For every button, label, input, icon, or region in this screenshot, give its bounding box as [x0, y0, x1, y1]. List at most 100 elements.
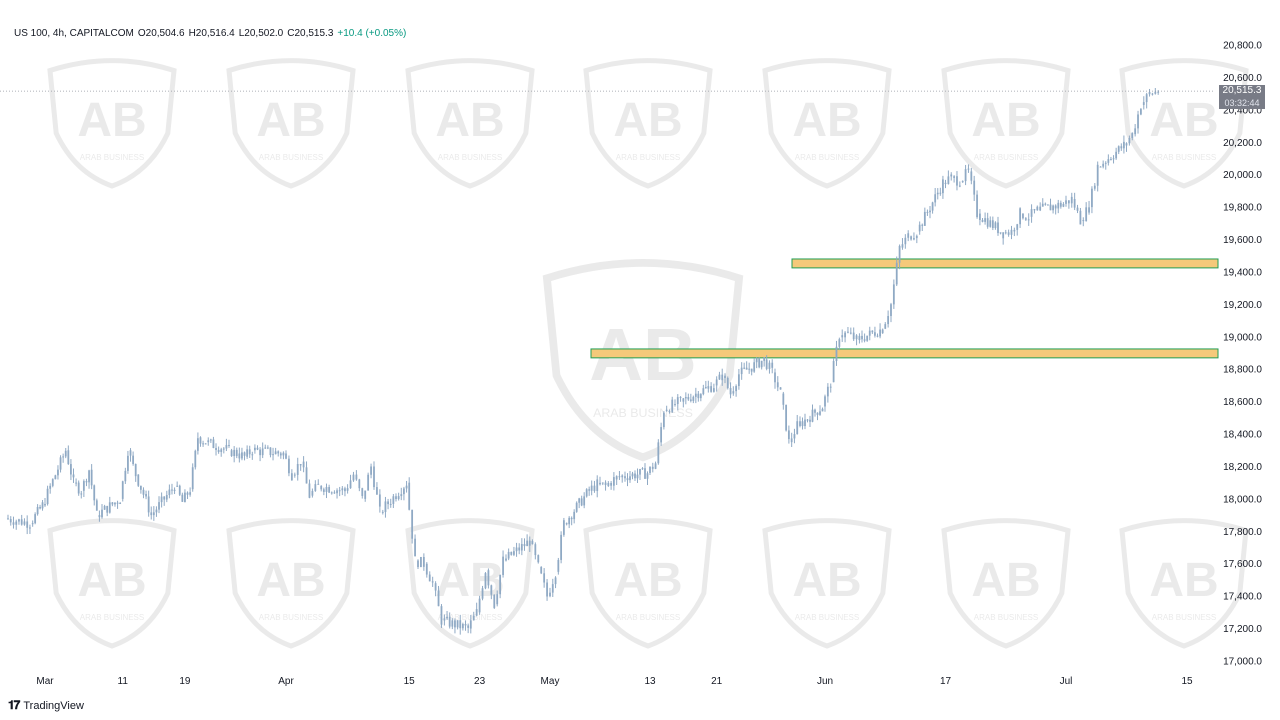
- watermark-bottom-3: AB ARAB BUSINESS: [583, 518, 713, 649]
- y-tick-label: 19,200.0: [1223, 300, 1262, 311]
- candle-body: [816, 412, 819, 415]
- candle-body: [222, 448, 225, 450]
- candle-body: [1059, 202, 1062, 207]
- y-tick-label: 18,200.0: [1223, 462, 1262, 473]
- x-tick-label: Jun: [817, 676, 833, 687]
- candle-body: [944, 182, 947, 185]
- candle-body: [526, 540, 529, 547]
- candle-body: [947, 176, 950, 185]
- candle-body: [70, 464, 72, 475]
- candle-body: [478, 598, 481, 613]
- tradingview-logo[interactable]: 𝟏𝟕 TradingView: [8, 698, 84, 713]
- candle-body: [31, 523, 34, 525]
- y-tick-label: 20,400.0: [1223, 105, 1262, 116]
- candle-body: [311, 490, 314, 496]
- watermark-monogram: AB: [792, 94, 861, 147]
- candle-body: [108, 502, 111, 513]
- candle-body: [699, 394, 702, 399]
- candle-body: [1134, 128, 1137, 135]
- candle-body: [160, 496, 163, 503]
- candle-body: [194, 450, 197, 468]
- candle-body: [437, 590, 440, 607]
- candle-body: [241, 452, 243, 459]
- candle-body: [668, 410, 671, 412]
- time-axis[interactable]: Mar 11 19 Apr 15 23 May 13 21 Jun 17 Jul 15: [36, 676, 1193, 687]
- watermark-text: ARAB BUSINESS: [80, 613, 144, 622]
- candle-body: [707, 386, 710, 389]
- y-tick-label: 17,400.0: [1223, 592, 1262, 603]
- tradingview-brand: TradingView: [23, 699, 84, 712]
- candle-body: [1057, 202, 1060, 209]
- candle-body: [1107, 159, 1110, 163]
- candle-body: [317, 483, 320, 485]
- candle-body: [1010, 229, 1013, 235]
- candle-body: [694, 393, 697, 397]
- candle-body: [809, 419, 811, 422]
- candle-body: [1128, 138, 1131, 144]
- candle-body: [230, 450, 233, 457]
- candle-body: [12, 522, 15, 525]
- candle-body: [1024, 218, 1027, 220]
- y-tick-label: 19,800.0: [1223, 203, 1262, 214]
- candle-body: [1073, 199, 1076, 208]
- candle-body: [950, 174, 953, 177]
- candle-body: [804, 419, 806, 427]
- candle-body: [639, 469, 641, 475]
- price-axis[interactable]: 17,000.0 17,200.0 17,400.0 17,600.0 17,800.0…: [1223, 41, 1262, 668]
- y-tick-label: 19,400.0: [1223, 267, 1262, 278]
- candle-body: [384, 501, 387, 513]
- candle-body: [1004, 232, 1007, 234]
- candle-body: [710, 386, 713, 392]
- candle-body: [624, 476, 626, 479]
- candle-body: [475, 609, 478, 616]
- candle-body: [23, 521, 26, 525]
- x-tick-label: 11: [118, 676, 129, 687]
- candle-body: [953, 176, 956, 178]
- zone-1[interactable]: [590, 348, 1219, 359]
- watermark-monogram: AB: [435, 554, 504, 607]
- candle-body: [18, 519, 20, 522]
- candle-body: [1151, 93, 1154, 95]
- candle-body: [248, 449, 251, 455]
- candle-body: [90, 469, 93, 486]
- candle-body: [308, 483, 311, 498]
- symbol-label[interactable]: US 100, 4h, CAPITALCOM: [14, 28, 134, 39]
- candle-body: [660, 427, 663, 443]
- watermark-bottom-6: AB ARAB BUSINESS: [1119, 518, 1249, 649]
- candle-body: [520, 544, 523, 551]
- candle-body: [981, 219, 984, 222]
- candle-body: [615, 476, 618, 480]
- candle-body: [787, 430, 790, 440]
- candle-body: [269, 447, 272, 456]
- candle-body: [876, 335, 879, 337]
- candle-body: [1120, 146, 1123, 149]
- candle-body: [322, 489, 325, 492]
- candle-body: [956, 176, 958, 186]
- candle-body: [610, 482, 613, 486]
- x-tick-label: 13: [644, 676, 656, 687]
- y-tick-label: 19,600.0: [1223, 235, 1262, 246]
- candle-body: [1039, 206, 1042, 211]
- watermark-text: ARAB BUSINESS: [438, 153, 502, 162]
- zone-0[interactable]: [791, 258, 1219, 269]
- candle-body: [585, 489, 588, 497]
- candle-body: [641, 468, 644, 470]
- candle-body: [590, 485, 593, 491]
- candle-body: [1041, 203, 1044, 207]
- candle-body: [1019, 208, 1021, 225]
- candle-body: [518, 547, 521, 551]
- support-resistance-zones: [590, 258, 1219, 359]
- watermark-monogram: AB: [77, 554, 146, 607]
- watermark-top-6: AB ARAB BUSINESS: [1119, 58, 1249, 189]
- candle-body: [858, 335, 861, 341]
- candle-body: [575, 502, 578, 512]
- candle-body: [801, 421, 804, 427]
- candle-body: [684, 396, 687, 399]
- candle-body: [657, 442, 660, 464]
- candle-body: [191, 467, 194, 490]
- candle-body: [601, 482, 604, 484]
- candle-body: [976, 194, 978, 218]
- candle-body: [75, 482, 77, 484]
